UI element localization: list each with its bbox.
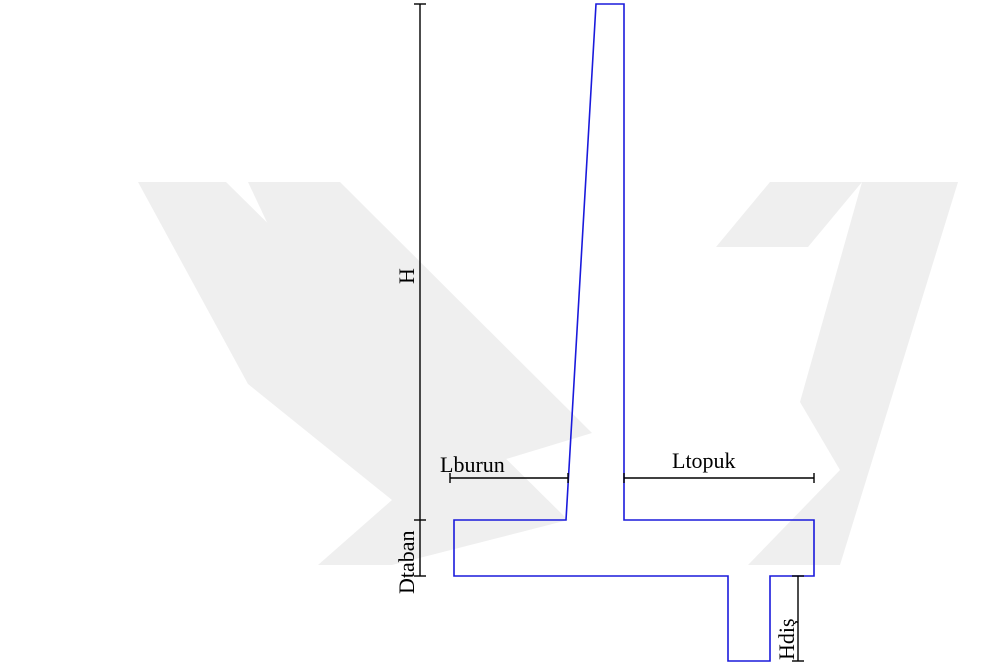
hdis-label: Hdiş — [774, 618, 799, 660]
watermark-logo — [138, 182, 958, 565]
dtaban-label: Dtaban — [394, 530, 419, 594]
ltopuk-label: Ltopuk — [672, 448, 736, 473]
lburun-label: Lburun — [440, 452, 505, 477]
h-label: H — [394, 268, 419, 284]
watermark-right-lower — [748, 182, 958, 565]
watermark-right-upper — [716, 182, 862, 247]
retaining-wall-outline — [453, 3, 815, 662]
